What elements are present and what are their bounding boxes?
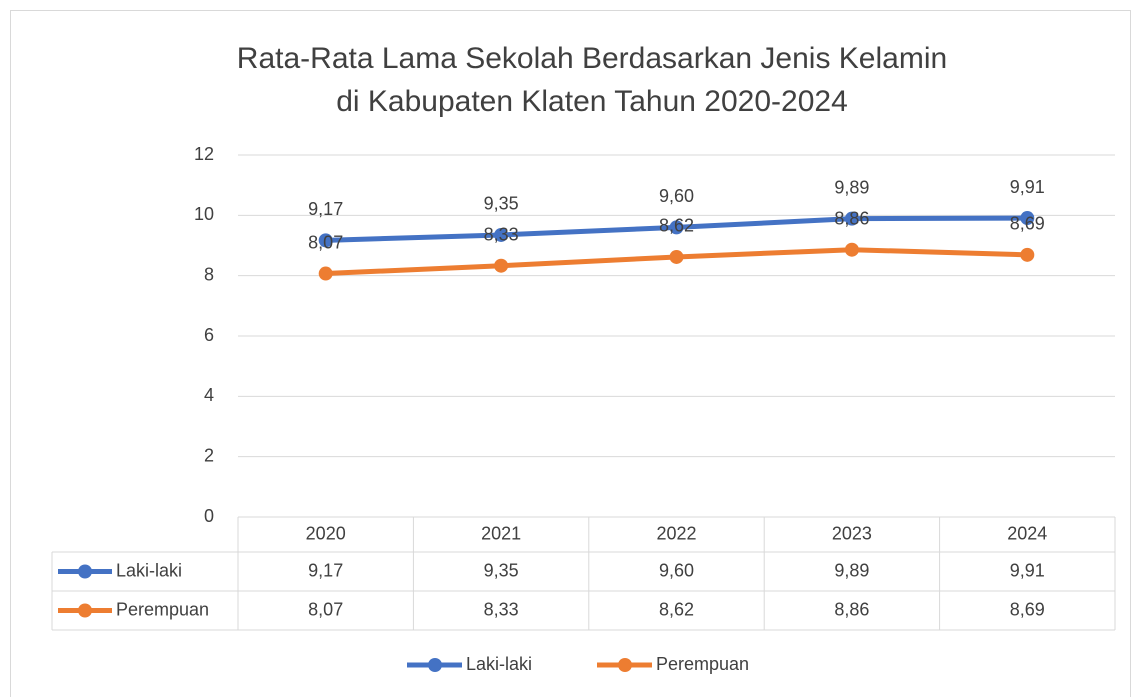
legend-key bbox=[428, 658, 442, 672]
chart-title: di Kabupaten Klaten Tahun 2020-2024 bbox=[336, 85, 848, 118]
table-cell: 8,07 bbox=[308, 599, 343, 619]
y-tick-label: 10 bbox=[194, 204, 214, 224]
data-label: 9,35 bbox=[484, 194, 519, 214]
data-point bbox=[318, 266, 333, 281]
data-label: 8,33 bbox=[484, 224, 519, 244]
data-point bbox=[494, 227, 509, 242]
data-label: 8,86 bbox=[834, 208, 869, 228]
x-tick-label: 2020 bbox=[306, 523, 346, 543]
data-point bbox=[669, 220, 684, 235]
y-tick-label: 0 bbox=[204, 506, 214, 526]
data-label: 9,89 bbox=[834, 177, 869, 197]
table-cell: 9,89 bbox=[834, 560, 869, 580]
data-point bbox=[844, 242, 859, 257]
chart-border bbox=[10, 10, 1131, 697]
table-legend-key bbox=[78, 564, 92, 579]
table-cell: 9,91 bbox=[1010, 560, 1045, 580]
y-tick-label: 4 bbox=[204, 385, 214, 405]
legend-label: Laki-laki bbox=[466, 654, 532, 674]
table-cell: 8,69 bbox=[1010, 599, 1045, 619]
data-label: 9,91 bbox=[1010, 177, 1045, 197]
table-cell: 8,62 bbox=[659, 599, 694, 619]
table-cell: 9,35 bbox=[484, 560, 519, 580]
y-tick-label: 8 bbox=[204, 264, 214, 284]
table-cell: 9,17 bbox=[308, 560, 343, 580]
data-label: 8,62 bbox=[659, 216, 694, 236]
data-point bbox=[1020, 211, 1035, 226]
data-point bbox=[844, 211, 859, 226]
table-row-label: Perempuan bbox=[116, 599, 209, 619]
y-tick-label: 12 bbox=[194, 144, 214, 164]
x-tick-label: 2021 bbox=[481, 523, 521, 543]
y-tick-label: 2 bbox=[204, 445, 214, 465]
legend-label: Perempuan bbox=[656, 654, 749, 674]
table-legend-key bbox=[78, 603, 92, 618]
data-label: 8,07 bbox=[308, 232, 343, 252]
table-cell: 8,86 bbox=[834, 599, 869, 619]
data-label: 9,60 bbox=[659, 186, 694, 206]
data-label: 8,69 bbox=[1010, 214, 1045, 234]
x-tick-label: 2024 bbox=[1007, 523, 1047, 543]
data-point bbox=[1020, 247, 1035, 262]
x-tick-label: 2023 bbox=[832, 523, 872, 543]
table-row-label: Laki-laki bbox=[116, 560, 182, 580]
data-point bbox=[669, 249, 684, 264]
table-cell: 9,60 bbox=[659, 560, 694, 580]
y-tick-label: 6 bbox=[204, 325, 214, 345]
data-label: 9,17 bbox=[308, 199, 343, 219]
legend-key bbox=[618, 658, 632, 672]
data-point bbox=[494, 258, 509, 273]
x-tick-label: 2022 bbox=[656, 523, 696, 543]
table-cell: 8,33 bbox=[484, 599, 519, 619]
data-point bbox=[318, 233, 333, 248]
chart-title: Rata-Rata Lama Sekolah Berdasarkan Jenis… bbox=[237, 42, 947, 75]
